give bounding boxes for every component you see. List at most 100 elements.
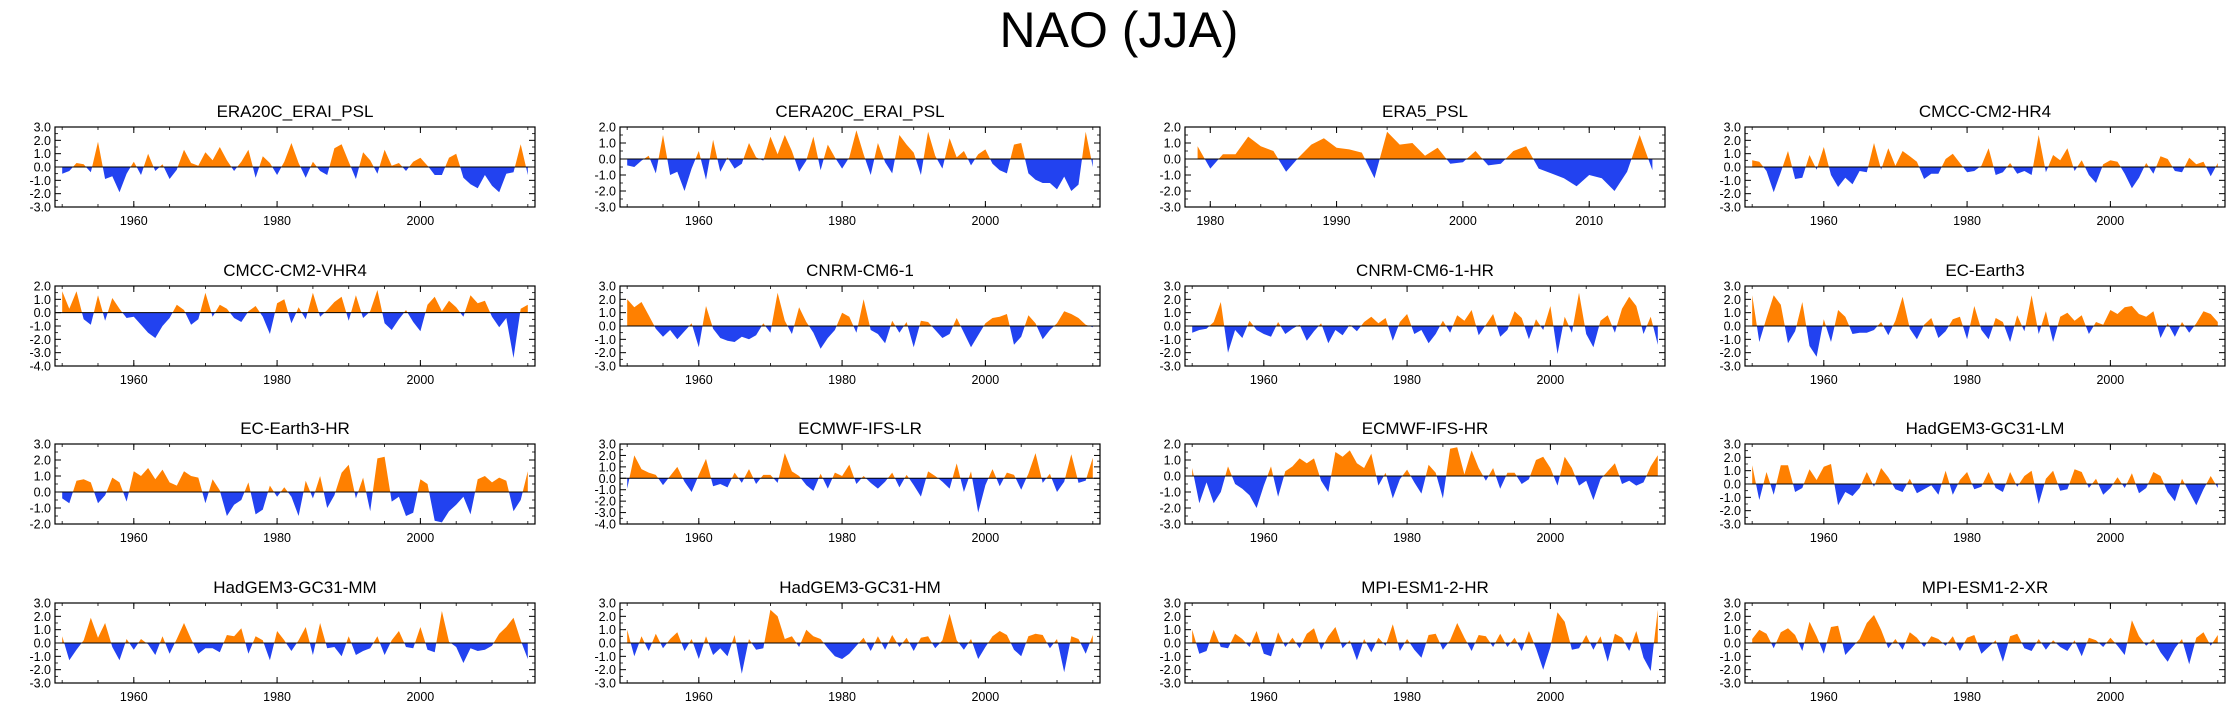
x-tick-label: 1960 [1250, 531, 1278, 545]
negative-area [1192, 476, 1658, 508]
y-tick-label: -3.0 [594, 360, 616, 374]
negative-area [62, 167, 528, 193]
y-tick-label: -2.0 [1719, 504, 1741, 518]
chart-panel-ecmwf-ifs-hr: ECMWF-IFS-HR 2.0 1.0 0.0 -1.0 -2.0 -3.0 1960 198… [1159, 419, 1666, 545]
x-tick-label: 2000 [1536, 373, 1564, 387]
positive-area [62, 290, 528, 313]
chart-panel-cnrm-cm6-1-hr: CNRM-CM6-1-HR 3.02.01.00.0-1.0-2.0-3.0 196… [1159, 261, 1666, 387]
y-tick-label: -2.0 [1159, 663, 1181, 677]
x-tick-label: 2000 [971, 373, 999, 387]
x-tick-label: 2000 [2096, 214, 2124, 228]
y-tick-label: 2.0 [1164, 121, 1181, 135]
positive-area [1197, 131, 1653, 159]
y-tick-label: 3.0 [1724, 121, 1741, 135]
y-tick-label: 1.0 [599, 137, 616, 151]
x-tick-label: 1980 [1393, 373, 1421, 387]
negative-area [1752, 643, 2218, 665]
positive-area [62, 611, 528, 643]
negative-area [1197, 159, 1653, 191]
y-tick-label: 0.0 [1724, 320, 1741, 334]
y-tick-label: -3.0 [1719, 360, 1741, 374]
x-tick-label: 2000 [2096, 531, 2124, 545]
x-tick-label: 1980 [1953, 214, 1981, 228]
chart-panel-hadgem3-gc31-mm: HadGEM3-GC31-MM 3.02.01.00.0-1.0-2.0-3.0 1… [29, 578, 536, 704]
chart-panel-mpi-esm1-2-xr: MPI-ESM1-2-XR 3.02.01.00.0-1.0-2.0-3.0 196… [1719, 578, 2226, 704]
panel-title: CMCC-CM2-HR4 [1919, 102, 2051, 121]
y-tick-label: -3.0 [1159, 518, 1181, 532]
page-title: NAO (JJA) [999, 2, 1239, 58]
y-tick-label: 3.0 [1724, 597, 1741, 611]
y-tick-label: -2.0 [29, 518, 51, 532]
x-tick-label: 1980 [1196, 214, 1224, 228]
panel-title: HadGEM3-GC31-HM [779, 578, 941, 597]
x-tick-label: 2000 [406, 690, 434, 704]
x-tick-label: 1960 [685, 690, 713, 704]
y-tick-label: -1.0 [29, 174, 51, 188]
negative-area [62, 492, 528, 523]
y-tick-label: -2.0 [29, 187, 51, 201]
panel-title: ECMWF-IFS-HR [1362, 419, 1489, 438]
positive-area [1752, 615, 2218, 643]
y-tick-label: 0.0 [599, 472, 616, 486]
x-tick-label: 2000 [971, 690, 999, 704]
panel-title: ERA5_PSL [1382, 102, 1468, 121]
y-tick-label: 3.0 [1724, 280, 1741, 294]
chart-panel-ec-earth3-hr: EC-Earth3-HR 3.0 2.0 1.0 0.0 -1.0 -2.0 1960 1980… [29, 419, 536, 545]
panel-title: HadGEM3-GC31-MM [213, 578, 376, 597]
y-tick-label: -1.0 [1159, 169, 1181, 183]
y-tick-label: -2.0 [594, 495, 616, 509]
y-tick-label: 0.0 [1164, 320, 1181, 334]
chart-panel-hadgem3-gc31-lm: HadGEM3-GC31-LM 3.02.01.00.0-1.0-2.0-3.0 1… [1719, 419, 2226, 545]
negative-area [62, 312, 528, 358]
y-tick-label: -1.0 [594, 650, 616, 664]
x-tick-label: 2000 [1536, 531, 1564, 545]
x-tick-label: 1980 [263, 690, 291, 704]
y-tick-label: 1.0 [1164, 137, 1181, 151]
y-tick-label: -3.0 [29, 201, 51, 215]
negative-area [62, 643, 528, 663]
y-tick-label: -1.0 [1159, 333, 1181, 347]
y-tick-label: 0.0 [1724, 637, 1741, 651]
y-tick-label: -2.0 [1719, 187, 1741, 201]
x-tick-label: 2000 [1536, 690, 1564, 704]
y-tick-label: 1.0 [1724, 464, 1741, 478]
x-tick-label: 1960 [1810, 214, 1838, 228]
y-tick-label: -2.0 [1159, 185, 1181, 199]
y-tick-label: 3.0 [34, 438, 51, 452]
positive-area [1192, 447, 1658, 476]
y-tick-label: -1.0 [1719, 333, 1741, 347]
y-tick-label: -1.0 [29, 650, 51, 664]
y-tick-label: 0.0 [34, 306, 51, 320]
y-tick-label: -2.0 [594, 185, 616, 199]
negative-area [627, 159, 1093, 191]
panel-title: ERA20C_ERAI_PSL [217, 102, 374, 121]
positive-area [62, 141, 528, 167]
x-tick-label: 1960 [685, 373, 713, 387]
y-tick-label: -3.0 [594, 677, 616, 691]
y-tick-label: -1.0 [1159, 650, 1181, 664]
x-tick-label: 1980 [1953, 690, 1981, 704]
y-tick-label: -2.0 [1159, 502, 1181, 516]
y-tick-label: 3.0 [599, 597, 616, 611]
negative-area [1192, 326, 1658, 354]
y-tick-label: 1.0 [34, 623, 51, 637]
x-tick-label: 1980 [828, 531, 856, 545]
panel-title: CNRM-CM6-1 [806, 261, 914, 280]
y-tick-label: -2.0 [29, 663, 51, 677]
y-tick-label: -2.0 [594, 663, 616, 677]
panel-title: MPI-ESM1-2-HR [1361, 578, 1489, 597]
y-tick-label: -3.0 [29, 346, 51, 360]
y-tick-label: 1.0 [599, 623, 616, 637]
y-tick-label: -1.0 [29, 320, 51, 334]
y-tick-label: -1.0 [1719, 491, 1741, 505]
y-tick-label: -4.0 [29, 360, 51, 374]
y-tick-label: -3.0 [594, 506, 616, 520]
y-tick-label: 1.0 [1724, 623, 1741, 637]
chart-panel-ec-earth3: EC-Earth3 3.02.01.00.0-1.0-2.0-3.0 1960 198… [1719, 261, 2226, 387]
positive-area [1192, 609, 1658, 643]
x-tick-label: 2000 [406, 373, 434, 387]
x-tick-label: 1980 [263, 531, 291, 545]
x-tick-label: 1960 [685, 531, 713, 545]
panel-title: CMCC-CM2-VHR4 [223, 261, 367, 280]
y-tick-label: -1.0 [594, 169, 616, 183]
